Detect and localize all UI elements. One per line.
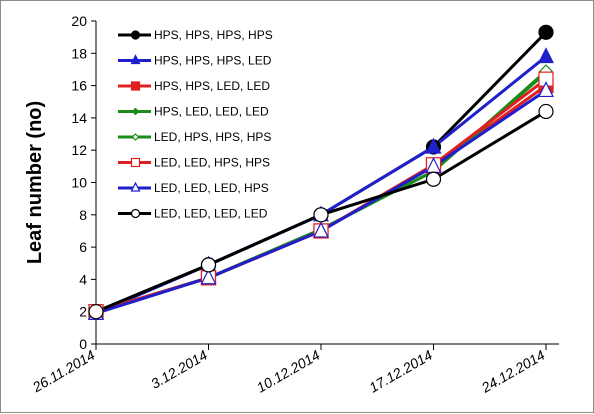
x-axis-ticks: 26.11.2014 3.12.2014 10.12.2014 17.12.2014 2… xyxy=(29,344,548,396)
legend-entry-label: LED, HPS, HPS, HPS xyxy=(154,130,271,144)
legend: HPS, HPS, HPS, HPS HPS, HPS, HPS, LED HPS,… xyxy=(118,28,273,221)
legend-marker xyxy=(131,107,140,116)
legend-entry-label: HPS, HPS, LED, LED xyxy=(154,79,270,93)
legend-entry-label: HPS, LED, LED, LED xyxy=(154,105,269,119)
y-tick-label: 8 xyxy=(79,207,87,223)
data-point-series-7 xyxy=(538,81,554,98)
y-tick-label: 2 xyxy=(79,304,87,320)
data-point-series-2 xyxy=(538,47,554,64)
x-tick-label: 17.12.2014 xyxy=(366,347,435,396)
legend-marker xyxy=(131,133,140,141)
y-tick-label: 0 xyxy=(79,336,87,352)
data-point-series-8 xyxy=(200,257,217,273)
x-tick-label: 10.12.2014 xyxy=(254,347,323,396)
data-point-series-7 xyxy=(200,268,217,285)
y-tick-label: 4 xyxy=(79,271,87,287)
series-line-1 xyxy=(95,31,548,314)
y-tick-label: 20 xyxy=(71,13,87,29)
series-markers xyxy=(88,24,554,320)
legend-entry-label: LED, LED, LED, LED xyxy=(154,207,268,221)
data-point-series-2 xyxy=(425,137,442,154)
legend-entry-label: LED, LED, LED, HPS xyxy=(154,181,269,195)
data-point-series-8 xyxy=(538,103,554,120)
data-point-series-7 xyxy=(313,221,329,238)
x-tick-label: 3.12.2014 xyxy=(148,347,210,392)
legend-entry-label: HPS, HPS, HPS, HPS xyxy=(154,28,273,42)
data-point-series-8 xyxy=(88,304,104,320)
data-point-series-8 xyxy=(313,207,329,223)
legend-marker xyxy=(130,54,141,65)
legend-marker xyxy=(130,208,141,219)
y-tick-label: 18 xyxy=(71,45,87,61)
y-axis-ticks: 0 2 4 6 8 10 12 14 16 18 20 xyxy=(71,13,96,352)
x-tick-label: 24.12.2014 xyxy=(478,347,548,396)
x-tick-label: 26.11.2014 xyxy=(29,347,98,396)
y-tick-label: 10 xyxy=(71,175,87,191)
series-line-7 xyxy=(95,89,547,315)
data-point-series-8 xyxy=(425,171,442,187)
y-axis-title: Leaf number (no) xyxy=(24,101,46,264)
legend-entry-label: HPS, HPS, HPS, LED xyxy=(154,54,272,68)
y-tick-label: 12 xyxy=(71,142,87,158)
series-line-3 xyxy=(95,84,547,314)
y-tick-label: 14 xyxy=(71,110,87,126)
legend-entry-label: LED, LED, HPS, HPS xyxy=(154,156,270,170)
legend-marker xyxy=(130,30,141,40)
legend-marker xyxy=(130,181,141,192)
data-point-series-1 xyxy=(538,24,554,40)
y-tick-label: 6 xyxy=(79,239,87,255)
legend-marker xyxy=(130,81,141,91)
series-lines xyxy=(95,31,548,315)
legend-marker xyxy=(130,157,141,168)
y-tick-label: 16 xyxy=(71,78,87,94)
